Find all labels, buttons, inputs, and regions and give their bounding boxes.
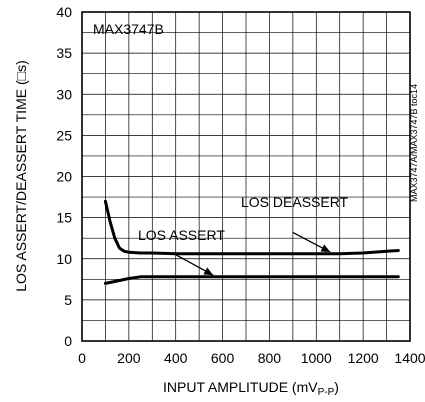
y-tick-label: 0	[64, 333, 72, 349]
y-tick-label: 35	[56, 45, 72, 61]
series-layer	[103, 199, 400, 285]
y-axis-title: LOS ASSERT/DEASSERT TIME (□s)	[13, 60, 29, 292]
x-axis-title: INPUT AMPLITUDE (mVP-P)	[163, 379, 339, 398]
grid-lines	[81, 11, 411, 342]
plot-frame	[81, 11, 411, 342]
los-deassert-label: LOS DEASSERT	[241, 194, 349, 210]
annotation-arrows	[175, 231, 331, 276]
x-tick-label: 1200	[348, 350, 379, 366]
x-tick-label: 1000	[301, 350, 332, 366]
x-axis-title-sub: P-P	[318, 387, 335, 398]
y-tick-labels: 0 5 10 15 20 25 30 35 40	[56, 4, 72, 349]
y-tick-label: 5	[64, 292, 72, 308]
x-tick-label: 400	[164, 350, 188, 366]
arrow-los-deassert-head	[320, 244, 331, 253]
y-tick-label: 15	[56, 210, 72, 226]
x-axis-title-close: )	[334, 379, 339, 395]
figure-code: MAX3747A/MAX3747B toc14	[409, 84, 419, 202]
x-tick-label: 800	[258, 350, 282, 366]
arrow-los-assert-head	[203, 267, 214, 276]
y-tick-label: 20	[56, 169, 72, 185]
x-axis-title-main: INPUT AMPLITUDE (mV	[163, 379, 318, 395]
series-line-los-deassert	[103, 199, 400, 256]
x-tick-label: 1400	[394, 350, 425, 366]
y-tick-label: 30	[56, 86, 72, 102]
y-tick-label: 25	[56, 127, 72, 143]
y-tick-label: 10	[56, 251, 72, 267]
x-tick-label: 200	[117, 350, 141, 366]
y-tick-label: 40	[56, 4, 72, 20]
los-assert-label: LOS ASSERT	[138, 227, 225, 243]
x-tick-label: 600	[211, 350, 235, 366]
x-tick-labels: 0 200 400 600 800 1000 1200 1400	[78, 350, 425, 366]
series-line-los-assert	[103, 275, 400, 285]
x-tick-label: 0	[78, 350, 86, 366]
inset-label: MAX3747B	[93, 21, 164, 37]
